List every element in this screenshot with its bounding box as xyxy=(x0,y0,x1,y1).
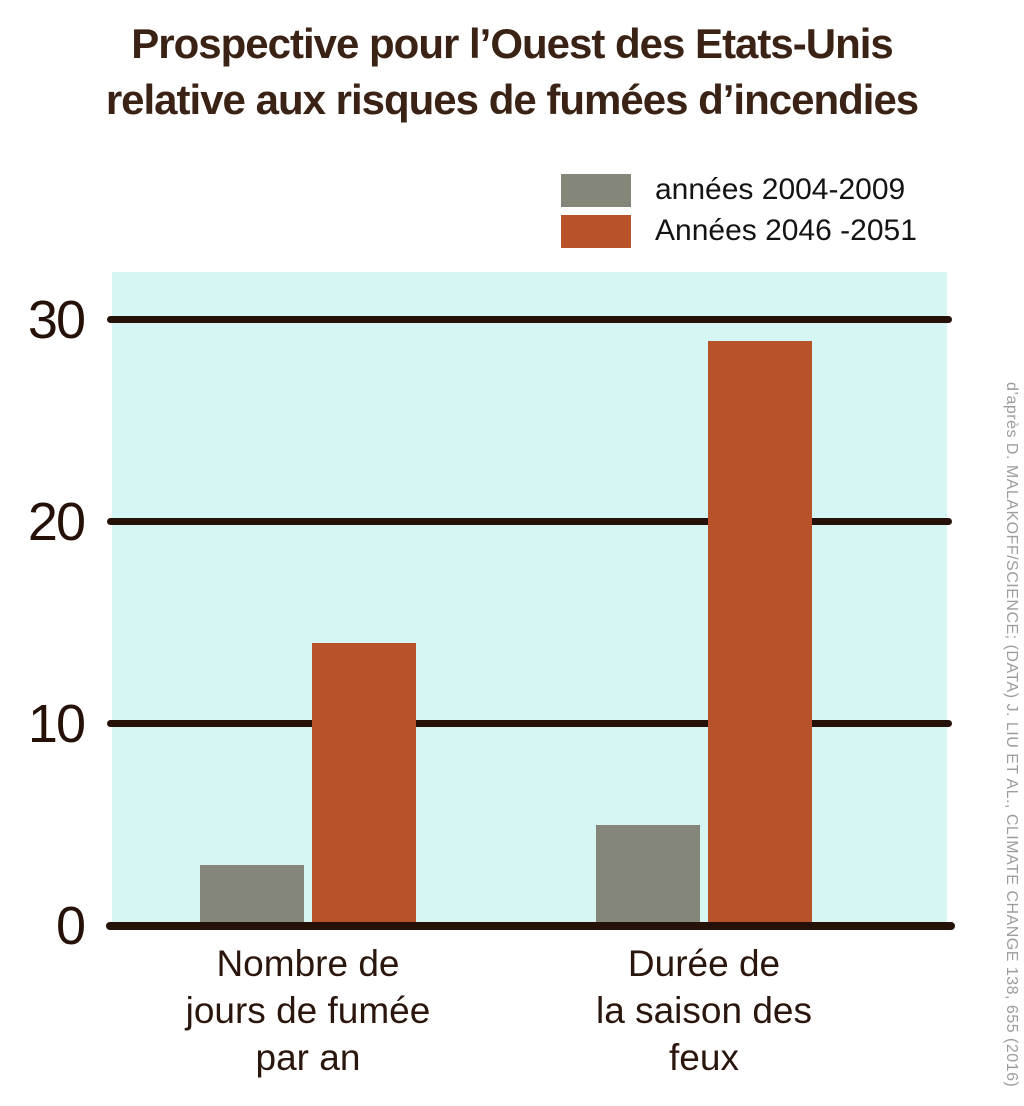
bar-past-group1 xyxy=(199,865,304,926)
x-axis-line xyxy=(106,922,955,930)
x-category-label-line: Nombre de xyxy=(216,943,400,984)
legend: années 2004-2009 Années 2046 -2051 xyxy=(561,173,917,248)
legend-label-2004-2009: années 2004-2009 xyxy=(655,173,906,206)
title-line-1: Prospective pour l’Ouest des Etats-Unis xyxy=(131,20,894,67)
legend-swatch-2004-2009 xyxy=(561,173,631,207)
bar-future-group1 xyxy=(311,643,416,926)
legend-item-2046-2051: Années 2046 -2051 xyxy=(561,214,917,248)
gridline xyxy=(107,720,952,728)
chart-title: Prospective pour l’Ouest des Etats-Unis … xyxy=(0,16,1024,128)
bar-past-group2 xyxy=(596,825,700,926)
x-category-label: Durée de la saison des feux xyxy=(484,940,924,1081)
x-category-label-line: feux xyxy=(669,1037,739,1078)
y-tick-label: 20 xyxy=(27,492,86,553)
x-category-label-line: jours de fumée xyxy=(185,990,431,1031)
legend-swatch-2046-2051 xyxy=(561,214,631,248)
x-category-label: Nombre de jours de fumée par an xyxy=(88,940,528,1081)
x-axis-labels: Nombre de jours de fumée par an Durée de la … xyxy=(112,940,947,1100)
legend-label-2046-2051: Années 2046 -2051 xyxy=(655,214,917,247)
y-axis: 0 10 20 30 xyxy=(0,272,94,953)
y-tick-label: 30 xyxy=(27,290,86,351)
y-tick-label: 0 xyxy=(55,896,86,956)
gridline xyxy=(107,518,952,526)
x-category-label-line: Durée de xyxy=(627,943,781,984)
gridline xyxy=(107,316,952,324)
bar-future-group2 xyxy=(708,340,812,926)
credit-text: d’après D. MALAKOFF/SCIENCE; (DATA) J. L… xyxy=(1003,382,1020,1088)
y-tick-label: 10 xyxy=(27,694,86,755)
x-category-label-line: par an xyxy=(255,1037,361,1078)
x-category-label-line: la saison des xyxy=(596,990,812,1031)
plot-area xyxy=(106,272,955,930)
legend-item-2004-2009: années 2004-2009 xyxy=(561,173,917,207)
title-line-2: relative aux risques de fumées d’incendi… xyxy=(105,76,919,123)
